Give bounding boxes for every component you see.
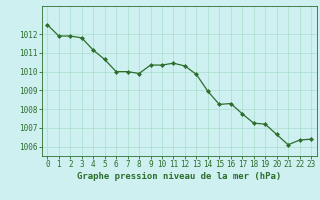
X-axis label: Graphe pression niveau de la mer (hPa): Graphe pression niveau de la mer (hPa) <box>77 172 281 181</box>
